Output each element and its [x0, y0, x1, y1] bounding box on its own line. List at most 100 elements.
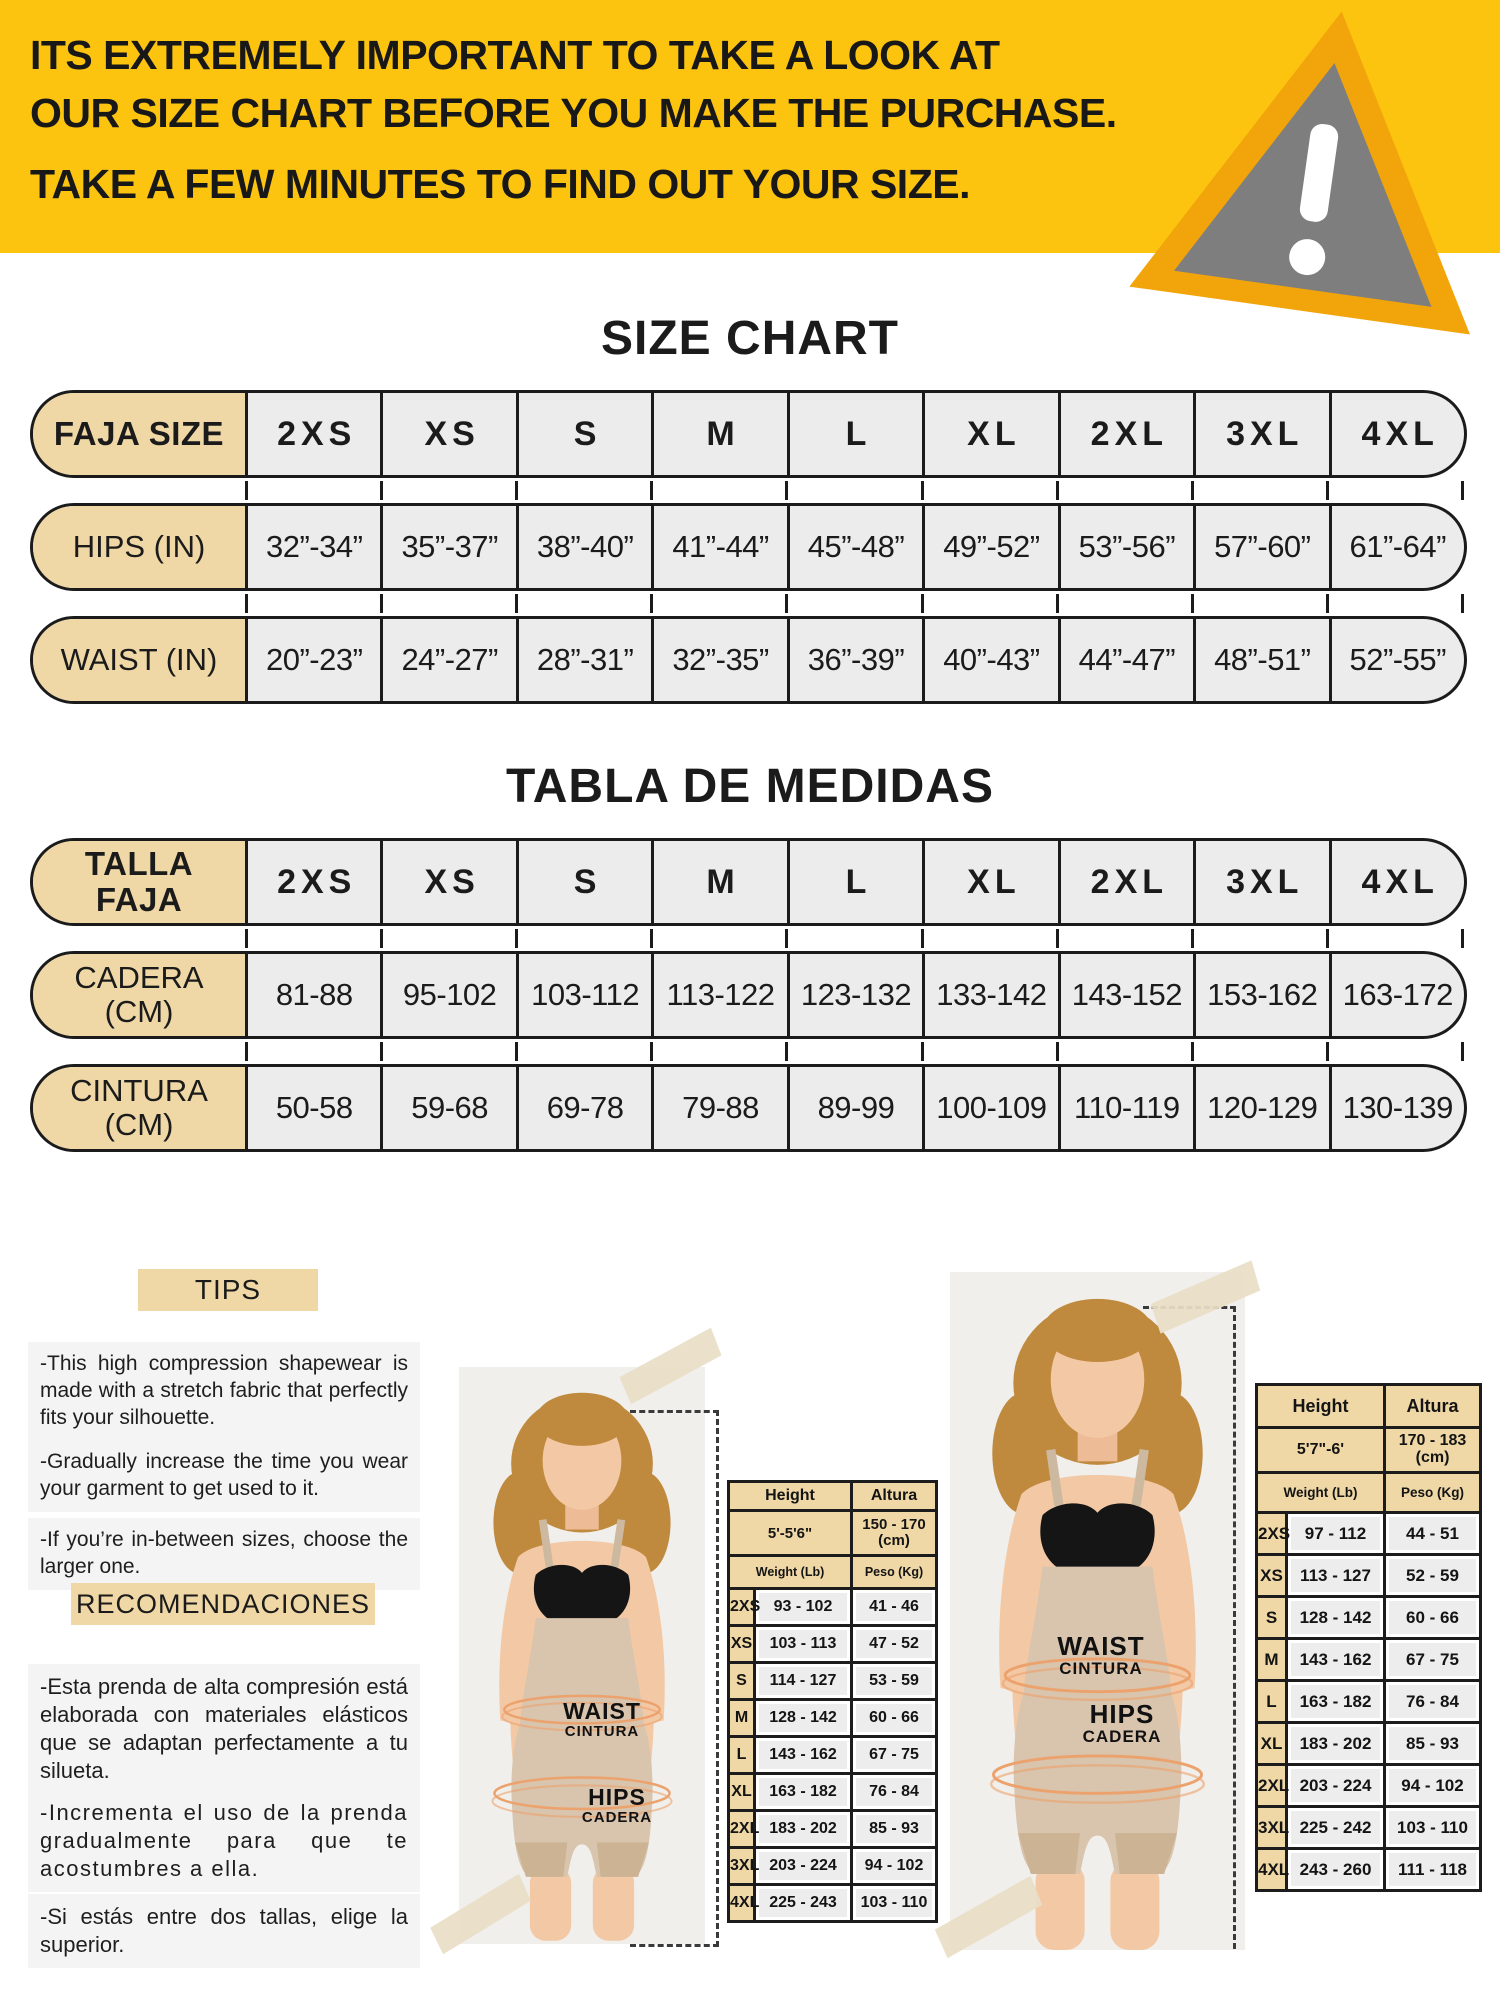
weight-kg-cell: 85 - 93 [850, 1809, 938, 1849]
size-cell: M [654, 393, 790, 475]
value-cell: 79-88 [654, 1067, 790, 1149]
size-chart-title: SIZE CHART [601, 312, 899, 366]
weight-lb-cell: 143 - 162 [753, 1735, 853, 1775]
connector-cell [924, 594, 1059, 613]
connector-cell [1059, 594, 1194, 613]
warning-triangle-icon [1129, 11, 1471, 335]
size-label-cell: S [1255, 1595, 1288, 1640]
row-label: CINTURA (CM) [33, 1067, 248, 1149]
connector-spacer [33, 929, 248, 948]
dashed-cut-border [630, 1410, 719, 1947]
value-cell: 81-88 [248, 954, 384, 1036]
value-cell: 32”-35” [654, 619, 790, 701]
value-cell: 59-68 [383, 1067, 519, 1149]
value-cell: 36”-39” [790, 619, 926, 701]
row-label: WAIST (IN) [33, 619, 248, 701]
value-cell: 40”-43” [925, 619, 1061, 701]
weight-kg-cell: 85 - 93 [1383, 1721, 1482, 1766]
recomendacion-item: -Si estás entre dos tallas, elige la sup… [28, 1894, 420, 1969]
weight-kg-cell: 60 - 66 [850, 1698, 938, 1738]
weight-row: XS 103 - 113 47 - 52 [727, 1624, 938, 1664]
hips-label-es: CADERA [1082, 1727, 1162, 1746]
value-cell: 153-162 [1196, 954, 1332, 1036]
corner-label: TALLA FAJA [33, 841, 248, 923]
weight-row: 4XL 225 - 243 103 - 110 [727, 1883, 938, 1923]
size-header-row: TALLA FAJA 2XS XS S M L XL 2XL 3XL 4XL [30, 838, 1467, 926]
weight-lb-cell: 163 - 182 [1285, 1679, 1386, 1724]
measure-row: HIPS (IN) 32”-34” 35”-37” 38”-40” 41”-44” 45”… [30, 503, 1467, 591]
value-cell: 130-139 [1342, 1090, 1454, 1125]
waist-label: WAIST CINTURA [522, 1698, 682, 1741]
model-photo-tall [950, 1272, 1245, 1950]
value-cell: 38”-40” [519, 506, 655, 588]
altura-header-cell: Altura [850, 1480, 938, 1512]
size-cell: M [654, 841, 790, 923]
connector-cell [248, 929, 384, 948]
connector-cell [788, 929, 924, 948]
weight-row: 2XS 97 - 112 44 - 51 [1255, 1511, 1482, 1556]
weight-kg-cell: 67 - 75 [1383, 1637, 1482, 1682]
size-cell: 4XL [1361, 414, 1439, 453]
waist-label-en: WAIST [1057, 1631, 1145, 1661]
weight-kg-cell: 111 - 118 [1383, 1847, 1482, 1892]
value-cell: 24”-27” [383, 619, 519, 701]
connector-cell [788, 481, 924, 500]
connector-cell [518, 594, 654, 613]
connector-cell [653, 929, 789, 948]
connector-cell [1059, 481, 1194, 500]
size-cell: XS [383, 393, 519, 475]
value-cell: 133-142 [925, 954, 1061, 1036]
connector-cell [1194, 1042, 1329, 1061]
weight-kg-cell: 47 - 52 [850, 1624, 938, 1664]
size-cell: 4XL [1361, 862, 1439, 901]
connector-cell [788, 594, 924, 613]
size-cell: 2XS [248, 841, 384, 923]
weight-lb-cell: 113 - 127 [1285, 1553, 1386, 1598]
waist-label-es: CINTURA [564, 1723, 640, 1740]
height-value-row: 5'7"-6' 170 - 183 (cm) [1255, 1426, 1482, 1474]
recomendacion-item: -Esta prenda de alta compresión está ela… [28, 1664, 420, 1795]
weight-lb-cell: 225 - 242 [1285, 1805, 1386, 1850]
weight-row: S 128 - 142 60 - 66 [1255, 1595, 1482, 1640]
size-label-cell: 2XS [727, 1587, 760, 1627]
weight-lb-cell: 128 - 142 [753, 1698, 853, 1738]
size-cell: 2XL [1061, 841, 1197, 923]
weight-lb-cell: 93 - 102 [753, 1587, 853, 1627]
connector-cell [248, 1042, 384, 1061]
weight-lb-cell: 183 - 202 [753, 1809, 853, 1849]
size-header-row: FAJA SIZE 2XS XS S M L XL 2XL 3XL 4XL [30, 390, 1467, 478]
weight-kg-cell: 60 - 66 [1383, 1595, 1482, 1640]
value-cell: 50-58 [248, 1067, 384, 1149]
value-cell: 45”-48” [790, 506, 926, 588]
weight-lb-cell: 97 - 112 [1285, 1511, 1386, 1556]
weight-row: M 128 - 142 60 - 66 [727, 1698, 938, 1738]
weight-row: 3XL 203 - 224 94 - 102 [727, 1846, 938, 1886]
size-cell: L [790, 841, 926, 923]
warning-banner: ITS EXTREMELY IMPORTANT TO TAKE A LOOK A… [0, 0, 1500, 253]
weight-kg-cell: 41 - 46 [850, 1587, 938, 1627]
weight-header-row: Weight (Lb) Peso (Kg) [727, 1554, 938, 1590]
table-connector [30, 1039, 1467, 1064]
weight-lb-cell: 183 - 202 [1285, 1721, 1386, 1766]
size-cell: S [519, 393, 655, 475]
model-photo-short [459, 1367, 705, 1944]
weight-kg-cell: 103 - 110 [850, 1883, 938, 1923]
value-cell: 28”-31” [519, 619, 655, 701]
weight-table-header-row: Height Altura [727, 1480, 938, 1512]
hips-label: HIPS CADERA [537, 1786, 697, 1827]
weight-row: XL 163 - 182 76 - 84 [727, 1772, 938, 1812]
connector-cell [1329, 594, 1464, 613]
value-cell: 44”-47” [1061, 619, 1197, 701]
size-label-cell: M [727, 1698, 756, 1738]
connector-cell [653, 594, 789, 613]
weight-row: 2XS 93 - 102 41 - 46 [727, 1587, 938, 1627]
connector-spacer [33, 481, 248, 500]
weight-lb-cell: 163 - 182 [753, 1772, 853, 1812]
value-cell: 89-99 [790, 1067, 926, 1149]
size-label-cell: XS [727, 1624, 756, 1664]
value-cell: 35”-37” [383, 506, 519, 588]
weight-kg-cell: 94 - 102 [1383, 1763, 1482, 1808]
weight-table-short: Height Altura 5'-5'6" 150 - 170 (cm) Weight … [727, 1480, 938, 1923]
waist-label-en: WAIST [563, 1698, 641, 1724]
altura-header-cell: Altura [1383, 1383, 1482, 1429]
